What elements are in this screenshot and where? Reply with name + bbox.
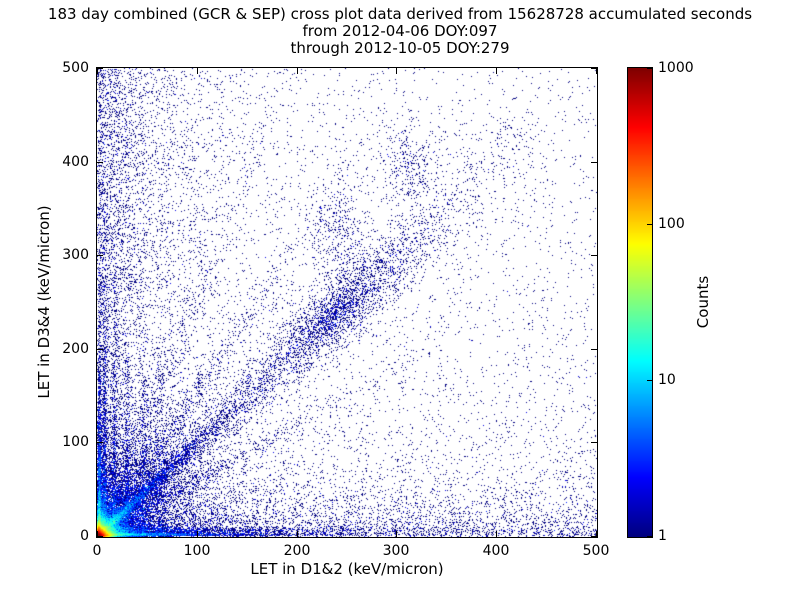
y-tick-label: 200: [62, 341, 89, 357]
x-tick-mark-top: [496, 68, 497, 74]
colorbar-tick-label: 100: [658, 216, 685, 232]
y-tick-mark: [97, 255, 103, 256]
colorbar-tick-mark: [647, 536, 652, 537]
x-tick-mark: [496, 531, 497, 537]
y-tick-label: 400: [62, 154, 89, 170]
colorbar-tick-mark: [647, 224, 652, 225]
colorbar-tick-mark: [647, 380, 652, 381]
x-tick-mark: [596, 531, 597, 537]
x-tick-label: 200: [283, 543, 311, 559]
y-tick-mark: [97, 536, 103, 537]
x-tick-label: 300: [382, 543, 410, 559]
colorbar: [627, 67, 653, 538]
x-tick-mark-top: [596, 68, 597, 74]
colorbar-gradient-canvas: [628, 68, 652, 537]
plot-area: [96, 67, 598, 538]
y-tick-label: 500: [62, 60, 89, 76]
x-tick-label: 400: [482, 543, 510, 559]
x-tick-mark: [97, 531, 98, 537]
y-tick-mark-right: [591, 536, 597, 537]
x-tick-mark-top: [396, 68, 397, 74]
y-tick-mark: [97, 68, 103, 69]
colorbar-tick-mark: [647, 68, 652, 69]
y-tick-mark-right: [591, 68, 597, 69]
colorbar-title: Counts: [694, 275, 712, 329]
chart-title: 183 day combined (GCR & SEP) cross plot …: [47, 5, 753, 23]
x-tick-label: 100: [183, 543, 211, 559]
y-tick-mark-right: [591, 162, 597, 163]
y-tick-mark-right: [591, 255, 597, 256]
y-axis-label: LET in D3&4 (keV/micron): [35, 205, 53, 399]
x-axis-label: LET in D1&2 (keV/micron): [250, 560, 444, 578]
y-tick-label: 300: [62, 247, 89, 263]
colorbar-tick-label: 10: [658, 372, 676, 388]
x-tick-mark: [297, 531, 298, 537]
scatter-heatmap-canvas: [97, 68, 597, 537]
y-tick-mark: [97, 162, 103, 163]
chart-subtitle-from: from 2012-04-06 DOY:097: [302, 22, 498, 40]
x-tick-mark-top: [297, 68, 298, 74]
x-tick-label: 500: [582, 543, 610, 559]
y-tick-label: 100: [62, 434, 89, 450]
y-tick-label: 0: [80, 528, 89, 544]
x-tick-mark-top: [97, 68, 98, 74]
colorbar-tick-label: 1000: [658, 60, 694, 76]
y-tick-mark-right: [591, 349, 597, 350]
y-tick-mark: [97, 442, 103, 443]
chart-subtitle-through: through 2012-10-05 DOY:279: [290, 39, 510, 57]
y-tick-mark-right: [591, 442, 597, 443]
x-tick-label: 0: [92, 543, 102, 559]
colorbar-tick-label: 1: [658, 528, 667, 544]
x-tick-mark: [197, 531, 198, 537]
x-tick-mark-top: [197, 68, 198, 74]
x-tick-mark: [396, 531, 397, 537]
y-tick-mark: [97, 349, 103, 350]
